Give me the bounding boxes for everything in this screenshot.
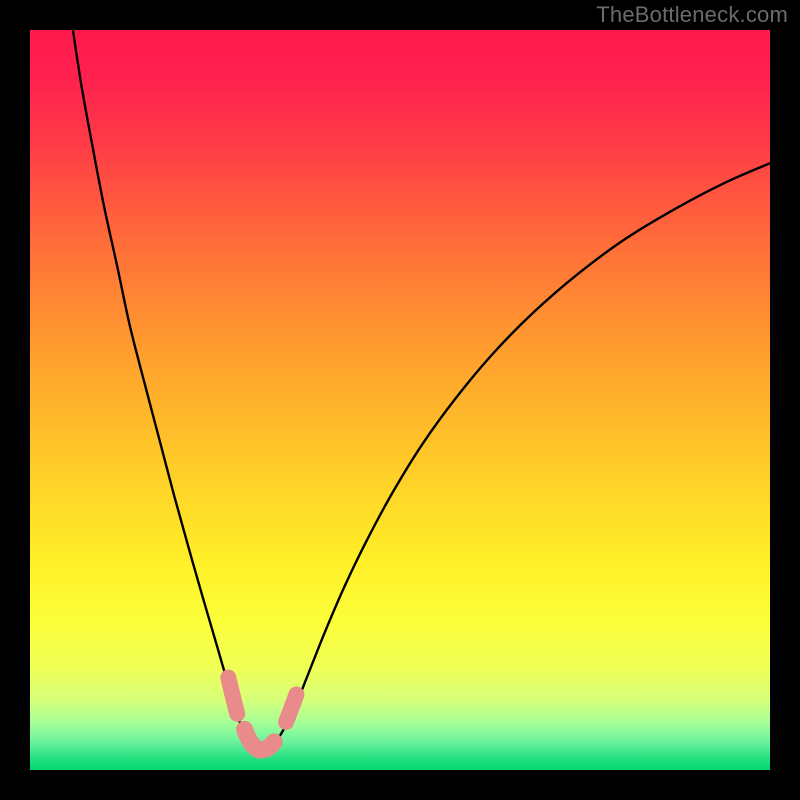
- link-marker-1[interactable]: [245, 729, 275, 750]
- plot-area: [30, 30, 770, 770]
- watermark-text: TheBottleneck.com: [596, 2, 788, 28]
- link-marker-0[interactable]: [228, 678, 237, 714]
- bottleneck-curve-chart: [30, 30, 770, 770]
- link-marker-2[interactable]: [286, 695, 296, 722]
- bottleneck-curve: [73, 30, 770, 751]
